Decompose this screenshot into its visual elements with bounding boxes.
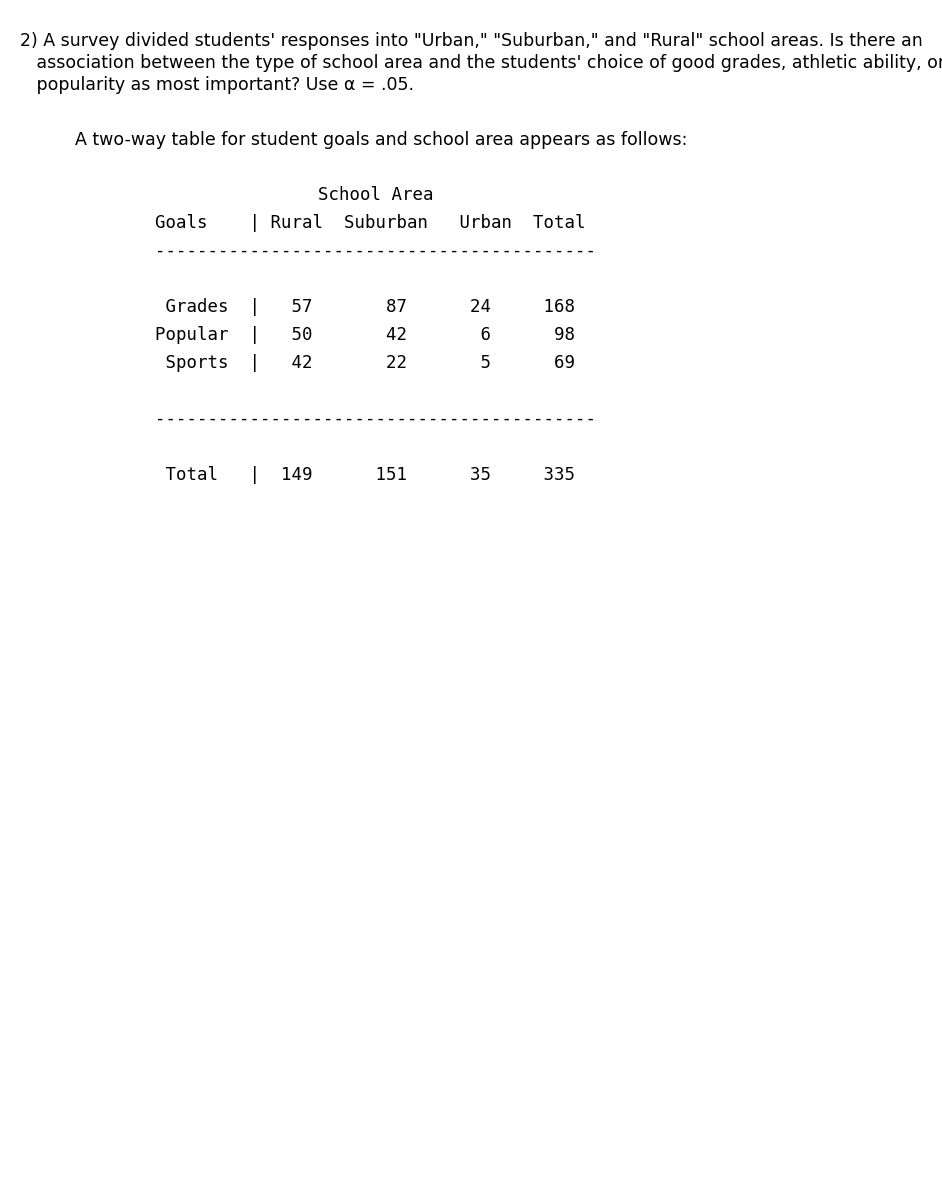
Text: ------------------------------------------: ----------------------------------------… bbox=[155, 410, 596, 428]
Text: 2) A survey divided students' responses into "Urban," "Suburban," and "Rural" sc: 2) A survey divided students' responses … bbox=[20, 32, 923, 50]
Text: ------------------------------------------: ----------------------------------------… bbox=[155, 242, 596, 260]
Text: Sports  |   42       22       5      69: Sports | 42 22 5 69 bbox=[155, 354, 575, 372]
Text: Goals    | Rural  Suburban   Urban  Total: Goals | Rural Suburban Urban Total bbox=[155, 214, 586, 232]
Text: association between the type of school area and the students' choice of good gra: association between the type of school a… bbox=[20, 54, 942, 72]
Text: Grades  |   57       87      24     168: Grades | 57 87 24 168 bbox=[155, 298, 575, 316]
Text: A two-way table for student goals and school area appears as follows:: A two-way table for student goals and sc… bbox=[75, 131, 688, 149]
Text: popularity as most important? Use α = .05.: popularity as most important? Use α = .0… bbox=[20, 76, 414, 94]
Text: Popular  |   50       42       6      98: Popular | 50 42 6 98 bbox=[155, 326, 575, 344]
Text: Total   |  149      151      35     335: Total | 149 151 35 335 bbox=[155, 466, 575, 484]
Text: School Area: School Area bbox=[318, 186, 433, 204]
